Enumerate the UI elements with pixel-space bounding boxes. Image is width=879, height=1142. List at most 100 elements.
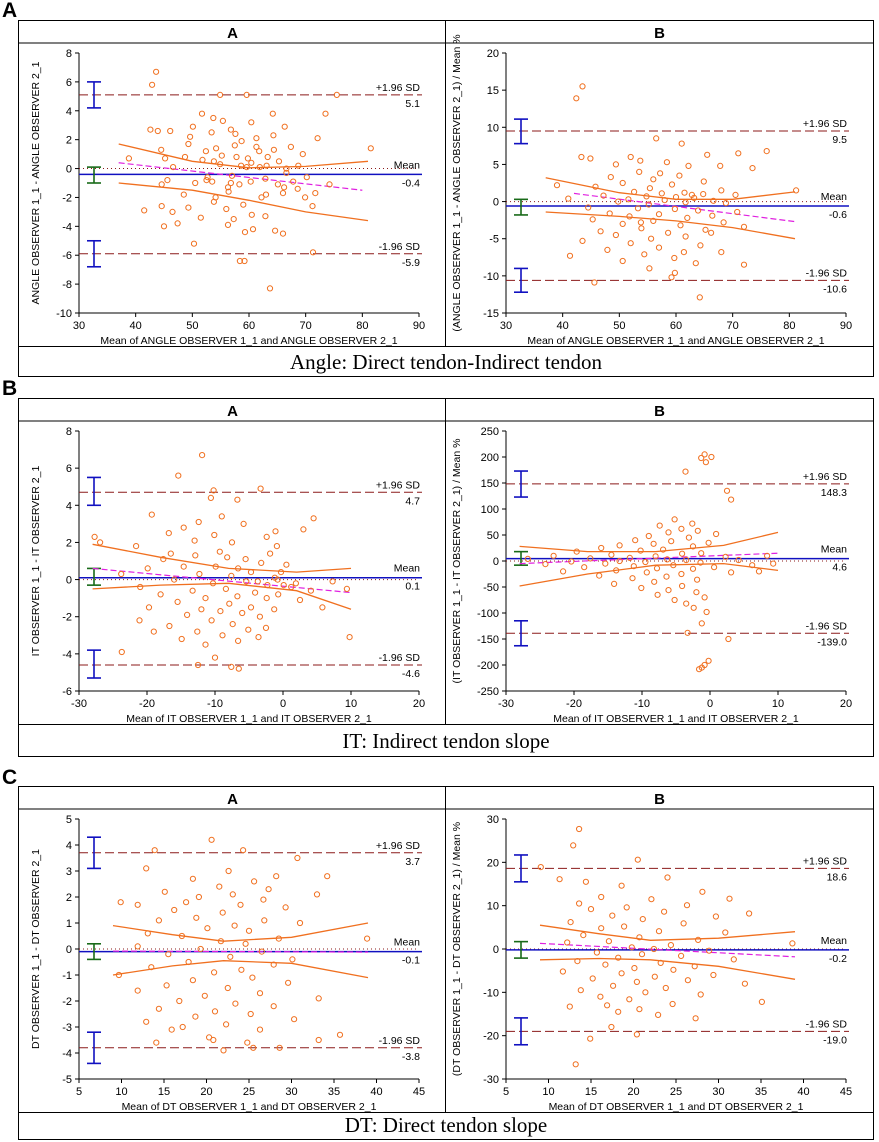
data-point [637, 157, 644, 164]
y-tick-label: 0 [66, 575, 72, 587]
y-tick-label: 4 [66, 106, 72, 118]
x-tick-label: 40 [557, 320, 569, 332]
data-point [711, 564, 718, 571]
upper-loa-label: +1.96 SD [376, 479, 420, 491]
data-point [234, 496, 241, 503]
data-point [710, 197, 717, 204]
data-point [262, 624, 270, 631]
data-point [272, 528, 279, 535]
lower-loa-value: -4.6 [402, 668, 420, 680]
data-point [579, 237, 586, 244]
data-point [602, 560, 609, 567]
data-point [660, 546, 667, 553]
data-point [300, 526, 307, 533]
data-point [643, 193, 650, 200]
data-point [700, 178, 707, 185]
data-point [133, 543, 140, 550]
data-point [667, 942, 674, 949]
data-point [740, 261, 748, 268]
regression-line [539, 942, 796, 958]
data-point [118, 648, 125, 656]
data-point [626, 554, 633, 561]
data-point [296, 919, 304, 927]
data-point [696, 666, 703, 673]
x-tick-label: 90 [840, 320, 852, 332]
data-point [694, 576, 701, 583]
data-point [158, 181, 165, 188]
data-point [684, 214, 691, 221]
data-point [559, 968, 567, 975]
data-point [655, 211, 663, 218]
data-point [244, 1039, 251, 1046]
data-point [310, 515, 317, 522]
data-point [579, 83, 586, 90]
data-point [605, 938, 612, 945]
data-point [211, 654, 219, 661]
x-tick-label: 20 [627, 1086, 639, 1098]
data-point [160, 223, 168, 230]
data-point [587, 555, 594, 562]
section-caption: DT: Direct tendon slope [344, 1113, 548, 1137]
data-point [166, 622, 173, 630]
data-point [682, 199, 689, 206]
data-point [256, 990, 264, 997]
data-point [655, 244, 663, 251]
data-point [185, 958, 192, 966]
data-point [626, 996, 633, 1003]
data-point [576, 900, 583, 907]
regression-band-upper [519, 531, 779, 553]
data-point [210, 1036, 217, 1044]
data-point [693, 589, 700, 596]
x-tick-label: 90 [413, 320, 425, 332]
y-tick-label: -10 [483, 271, 499, 283]
data-point [283, 561, 290, 568]
y-tick-label: -10 [483, 987, 499, 999]
mean-value: -0.4 [402, 177, 420, 189]
data-point [581, 564, 588, 571]
data-point [237, 901, 244, 908]
data-point [245, 626, 252, 633]
data-point [636, 1006, 643, 1013]
data-point [174, 598, 181, 605]
data-point [652, 553, 659, 560]
data-point [270, 961, 277, 968]
section-letter: C [2, 766, 18, 789]
data-point [248, 211, 255, 218]
data-point [269, 110, 276, 117]
x-tick-label: 10 [115, 1086, 127, 1098]
data-point [253, 135, 260, 142]
section-letter: B [2, 377, 18, 400]
data-point [247, 569, 255, 576]
mean-value: 4.6 [832, 562, 847, 574]
data-point [163, 982, 170, 989]
data-point [155, 1005, 162, 1012]
data-point [668, 538, 675, 545]
data-point [202, 641, 209, 648]
data-point [238, 966, 245, 973]
data-point [704, 151, 711, 158]
data-point [636, 934, 643, 941]
data-point [728, 569, 735, 576]
data-point [292, 580, 299, 587]
data-point [619, 179, 626, 187]
data-point [720, 219, 727, 226]
data-point [725, 635, 732, 643]
data-point [168, 1026, 175, 1033]
data-point [690, 604, 697, 611]
data-point [234, 593, 241, 600]
data-point [735, 150, 742, 157]
lower-loa-value: -5.9 [402, 257, 420, 269]
x-tick-label: 30 [712, 1086, 724, 1098]
data-point [134, 943, 141, 950]
panel-header-label: B [654, 403, 665, 420]
data-point [161, 888, 168, 895]
data-point [703, 608, 710, 616]
lower-loa-value: -3.8 [402, 1051, 420, 1063]
x-tick-label: 40 [370, 1086, 382, 1098]
y-tick-label: 150 [481, 478, 499, 490]
data-point [615, 1008, 622, 1015]
data-point [275, 935, 282, 942]
data-point [566, 252, 574, 259]
data-point [718, 249, 725, 256]
